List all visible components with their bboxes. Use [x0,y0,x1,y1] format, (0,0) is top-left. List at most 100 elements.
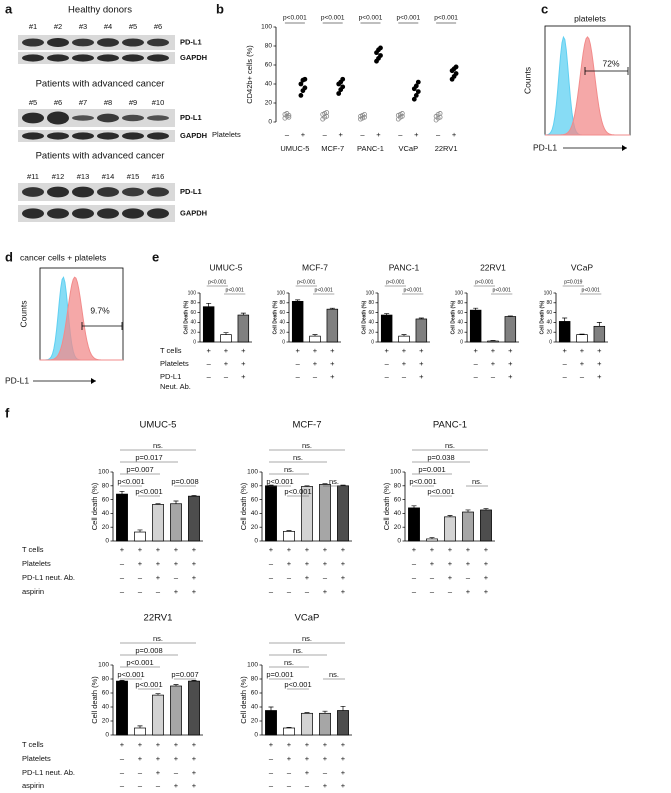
data-point [399,111,405,116]
chart-title: 22RV1 [480,262,506,272]
y-axis-label: Cell death (%) [90,482,99,530]
error-bar [312,334,318,337]
y-tick-label: 100 [366,290,375,296]
blot-band [47,132,69,140]
lane-label: #2 [54,22,62,31]
y-axis-label: CD42b+ cells (%) [245,45,254,104]
condition-sign: + [156,559,161,568]
data-point [336,91,342,96]
condition-sign: + [597,359,602,368]
y-tick-label: 100 [188,290,197,296]
condition-sign: + [341,573,346,582]
significance-label: p=0.001 [266,670,293,679]
significance-label: p<0.001 [284,487,311,496]
data-point [302,85,308,91]
y-tick-label: 100 [544,290,553,296]
condition-sign: + [241,346,246,355]
condition-sign: + [508,359,513,368]
annotation: 9.7% [90,305,110,315]
x-axis-label: PD-L1 [5,375,29,385]
y-tick-label: 80 [368,300,374,306]
condition-sign: + [466,545,471,554]
error-bar [322,710,328,714]
significance-label: ns. [302,441,312,450]
y-tick-label: 40 [251,510,259,517]
y-tick-label: 100 [261,24,272,31]
y-tick-label: 60 [102,690,110,697]
blot-band [72,208,94,219]
condition-sign: + [156,754,161,763]
y-tick-label: 20 [546,330,552,336]
band-label: PD-L1 [180,37,202,46]
condition-sign: – [491,372,496,381]
condition-sign: – [156,781,161,790]
condition-sign: + [174,781,179,790]
panel-label: c [541,1,548,16]
condition-sign: + [174,754,179,763]
y-tick-label: 60 [368,310,374,316]
y-tick-label: 0 [268,119,272,126]
y-tick-label: 40 [265,81,273,88]
chart-title: cancer cells + platelets [20,252,106,262]
band-label: GAPDH [180,53,207,62]
y-tick-label: 20 [265,100,273,107]
condition-sign: + [341,781,346,790]
blot-band [47,208,69,219]
condition-sign: + [287,754,292,763]
blot-band [147,208,169,219]
condition-sign: – [296,372,301,381]
condition-sign: – [287,587,292,596]
condition-sign: – [412,573,417,582]
condition-sign: + [484,559,489,568]
y-tick-label: 80 [394,483,402,490]
condition-sign: – [269,768,274,777]
y-tick-label: 40 [457,320,463,326]
condition-sign: – [120,573,125,582]
significance-label: p=0.007 [171,670,198,679]
condition-sign: – [296,359,301,368]
condition-sign: + [269,740,274,749]
condition-sign: + [412,545,417,554]
error-bar [401,334,407,337]
row-label: Platelets [22,754,51,763]
condition-sign: + [448,545,453,554]
y-tick-label: 60 [279,310,285,316]
condition-sign: – [120,587,125,596]
condition-sign: + [120,545,125,554]
condition-sign: + [305,545,310,554]
condition-sign: – [174,573,179,582]
condition-sign: + [323,740,328,749]
x-tick-label: VCaP [399,144,419,153]
significance-label: p<0.001 [582,287,600,293]
condition-sign: + [206,346,211,355]
y-tick-label: 40 [251,704,259,711]
condition-sign: – [120,781,125,790]
condition-sign: + [287,559,292,568]
condition-sign: + [452,130,457,139]
row-label: aspirin [22,587,44,596]
condition-sign: + [323,559,328,568]
condition-sign: + [305,573,310,582]
condition-sign: + [341,740,346,749]
arrow-head [622,145,627,151]
condition-sign: + [580,346,585,355]
significance-label: ns. [284,658,294,667]
histogram-curve [545,36,630,136]
significance-label: p<0.001 [404,287,422,293]
y-tick-label: 20 [102,524,110,531]
significance-label: p=0.017 [135,453,162,462]
condition-sign: – [360,130,365,139]
blot-band [147,187,169,197]
condition-sign: – [430,573,435,582]
condition-sign: + [305,754,310,763]
significance-label: ns. [293,453,303,462]
significance-label: ns. [472,477,482,486]
condition-sign: + [323,781,328,790]
condition-sign: + [341,587,346,596]
bar [152,504,164,542]
condition-sign: + [287,545,292,554]
lane-label: #7 [79,98,87,107]
y-axis-label: Cell death (%) [382,482,391,530]
condition-sign: + [156,740,161,749]
significance-label: ns. [153,634,163,643]
